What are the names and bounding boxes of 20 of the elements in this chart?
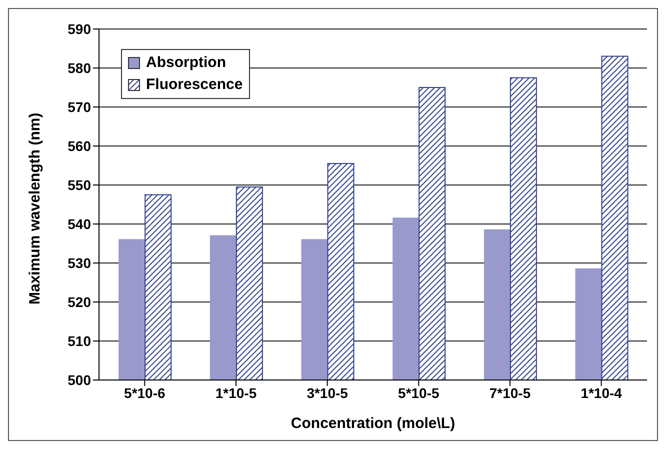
legend-label: Absorption — [145, 53, 227, 73]
y-tick-label: 510 — [68, 332, 92, 349]
x-tick-label: 7*10-5 — [489, 384, 531, 401]
x-tick-label: 1*10-4 — [580, 384, 622, 401]
x-axis-title: Concentration (mole\L) — [290, 415, 456, 432]
y-tick-label: 560 — [68, 138, 92, 154]
legend-label: Fluorescence — [145, 75, 243, 95]
x-tick-label: 5*10-5 — [398, 384, 440, 401]
x-tick-label: 1*10-5 — [215, 384, 257, 401]
y-axis-title: Maximum wavelength (nm) — [26, 112, 44, 304]
y-tick-label: 520 — [68, 294, 92, 310]
y-tick-label: 530 — [68, 254, 92, 271]
y-tick-label: 500 — [68, 372, 92, 388]
y-tick-label: 550 — [68, 176, 92, 193]
x-tick-label: 3*10-5 — [306, 384, 348, 401]
y-tick-label: 580 — [68, 60, 92, 76]
y-tick-label: 590 — [68, 20, 92, 37]
y-tick-label: 570 — [68, 98, 92, 115]
y-tick-label: 540 — [68, 216, 92, 232]
x-tick-label: 5*10-6 — [124, 384, 166, 401]
